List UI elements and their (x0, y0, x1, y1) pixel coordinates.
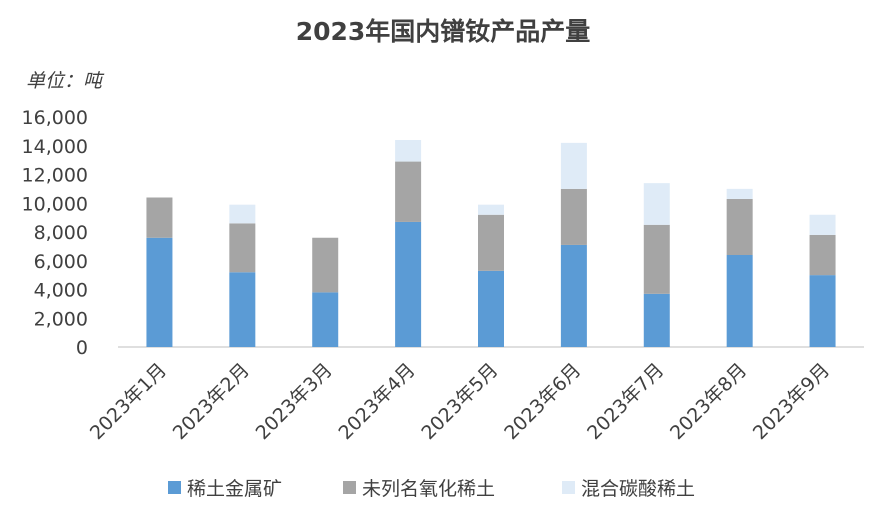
bar-rare-earth-metal-ore (312, 292, 339, 347)
y-tick-label: 8,000 (34, 222, 88, 244)
bar-unlisted-rare-earth-oxide (560, 188, 587, 245)
bar-unlisted-rare-earth-oxide (395, 161, 422, 222)
legend-swatch (562, 481, 575, 494)
bar-rare-earth-metal-ore (809, 275, 836, 347)
y-tick-label: 2,000 (34, 308, 88, 330)
x-tick-label: 2023年7月 (583, 359, 668, 444)
legend-item-series-0: 稀土金属矿 (168, 474, 282, 501)
bar-unlisted-rare-earth-oxide (643, 224, 670, 294)
bar-mixed-rare-earth-carbonate (726, 188, 753, 199)
bar-rare-earth-metal-ore (229, 272, 256, 347)
legend-label: 未列名氧化稀土 (362, 478, 496, 500)
y-tick-label: 4,000 (34, 280, 88, 302)
x-tick-label: 2023年2月 (169, 359, 254, 444)
y-tick-label: 12,000 (22, 165, 88, 187)
bar-rare-earth-metal-ore (560, 244, 587, 347)
legend-label: 混合碳酸稀土 (581, 478, 696, 500)
legend-label: 稀土金属矿 (187, 478, 283, 500)
legend-item-series-1: 未列名氧化稀土 (343, 474, 495, 501)
bar-unlisted-rare-earth-oxide (312, 237, 339, 293)
x-tick-label: 2023年3月 (252, 359, 337, 444)
bar-unlisted-rare-earth-oxide (809, 234, 836, 276)
chart-title: 2023年国内镨钕产品产量 (295, 17, 591, 46)
x-tick-label: 2023年6月 (500, 359, 585, 444)
bar-rare-earth-metal-ore (395, 221, 422, 347)
y-tick-label: 16,000 (22, 107, 88, 129)
bar-mixed-rare-earth-carbonate (229, 204, 256, 224)
y-tick-label: 14,000 (22, 136, 88, 158)
legend-item-series-2: 混合碳酸稀土 (562, 474, 695, 501)
bar-rare-earth-metal-ore (146, 237, 173, 347)
bar-mixed-rare-earth-carbonate (395, 140, 422, 162)
bar-rare-earth-metal-ore (643, 293, 670, 347)
x-tick-label: 2023年4月 (334, 359, 419, 444)
x-tick-label: 2023年8月 (666, 359, 751, 444)
bar-unlisted-rare-earth-oxide (229, 223, 256, 273)
bar-unlisted-rare-earth-oxide (146, 197, 173, 238)
bar-rare-earth-metal-ore (726, 255, 753, 347)
x-tick-label: 2023年9月 (749, 359, 834, 444)
y-tick-label: 0 (76, 337, 88, 359)
bar-mixed-rare-earth-carbonate (478, 204, 504, 215)
legend-swatch (343, 481, 356, 494)
unit-label: 单位：吨 (26, 70, 103, 92)
bar-mixed-rare-earth-carbonate (643, 183, 670, 225)
legend-swatch (168, 481, 181, 494)
x-tick-label: 2023年5月 (417, 359, 502, 444)
bar-unlisted-rare-earth-oxide (726, 198, 753, 255)
bar-mixed-rare-earth-carbonate (809, 214, 836, 235)
x-tick-label: 2023年1月 (86, 359, 171, 444)
chart-plot: 0 2,000 4,000 6,000 8,000 10,000 12,000 14,000 1… (22, 107, 864, 444)
y-tick-label: 6,000 (34, 251, 88, 273)
y-tick-label: 10,000 (22, 193, 88, 215)
bar-mixed-rare-earth-carbonate (560, 142, 587, 189)
bar-rare-earth-metal-ore (478, 270, 504, 347)
bar-unlisted-rare-earth-oxide (478, 214, 504, 271)
